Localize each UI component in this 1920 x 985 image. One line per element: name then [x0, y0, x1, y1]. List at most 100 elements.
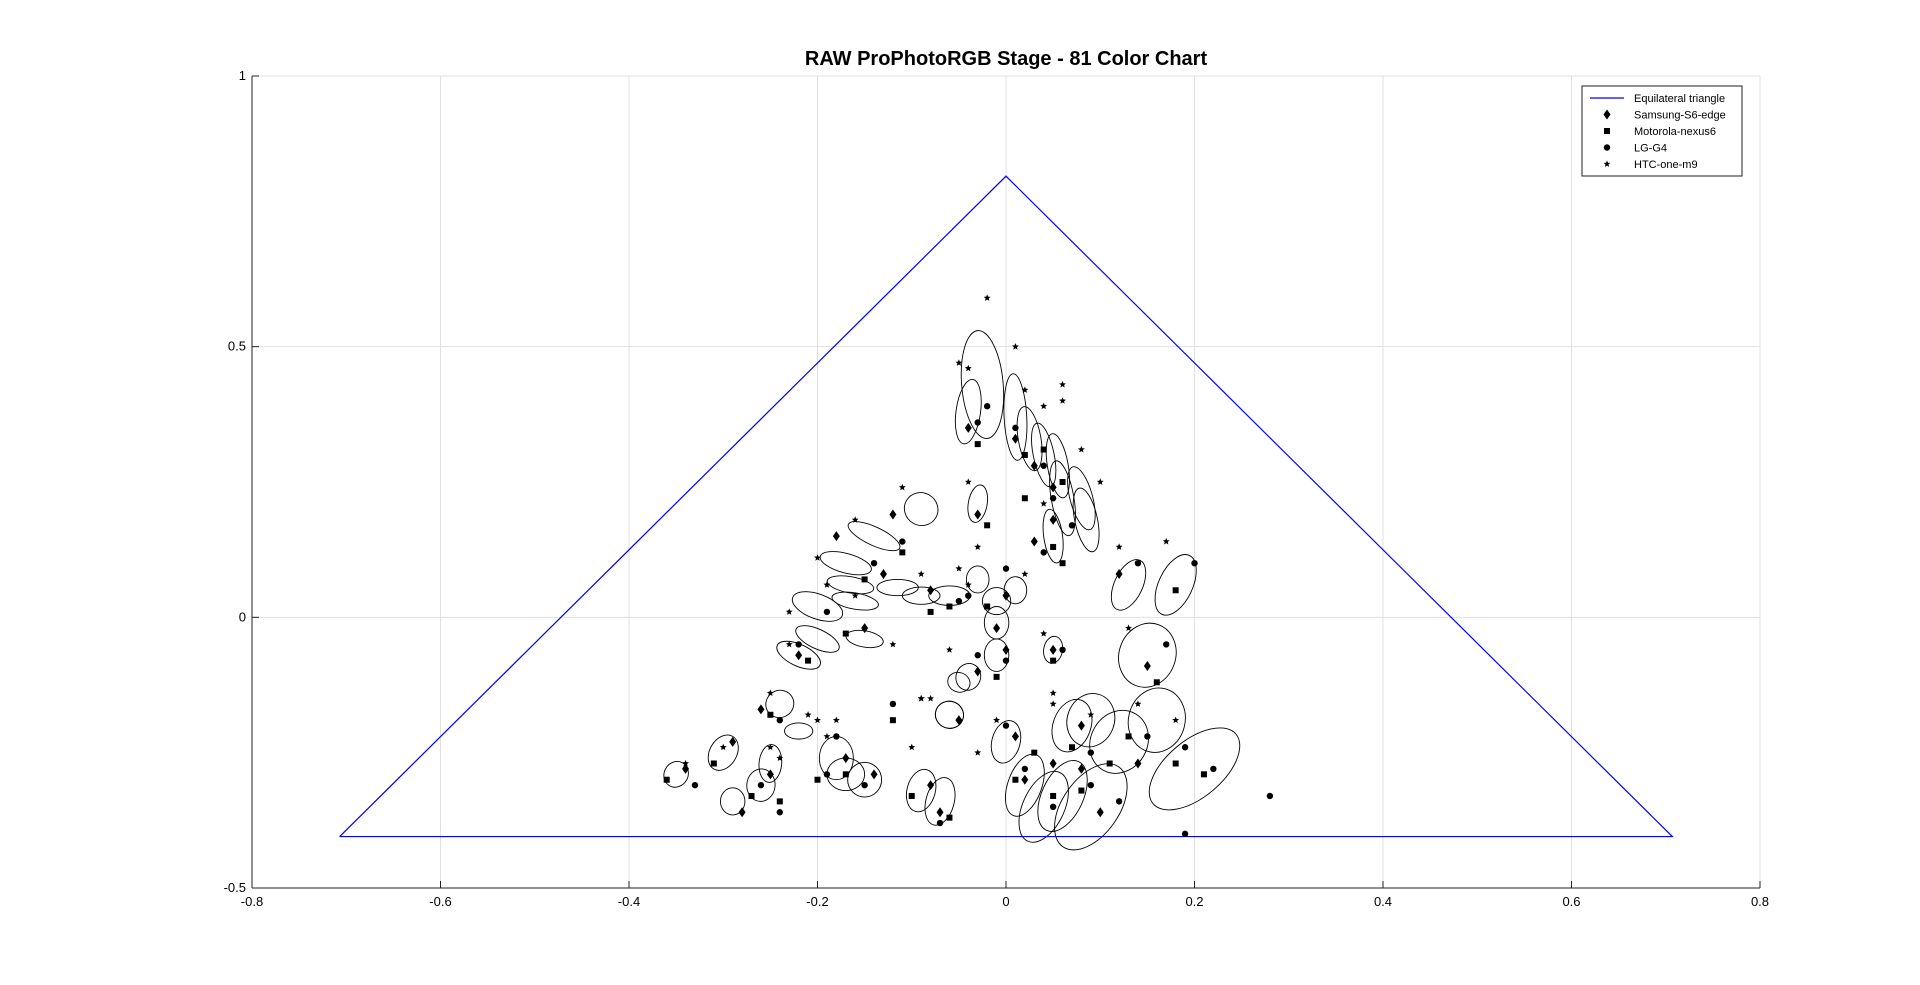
point-lg-g4: [823, 771, 831, 778]
point-htc-one-m9: [766, 743, 774, 751]
confidence-ellipse: [1051, 698, 1093, 753]
point-motorola-nexus6: [984, 522, 991, 529]
confidence-ellipse: [876, 578, 919, 597]
series-samsung-s6-edge: [682, 422, 1151, 818]
y-tick-label: 0.5: [228, 339, 246, 354]
legend-label-htc-one-m9: HTC-one-m9: [1634, 159, 1698, 171]
point-htc-one-m9: [1012, 343, 1019, 350]
point-motorola-nexus6: [1172, 760, 1179, 767]
confidence-ellipse: [758, 744, 783, 783]
point-motorola-nexus6: [1059, 479, 1066, 485]
point-htc-one-m9: [1040, 500, 1048, 507]
point-samsung-s6-edge: [1077, 763, 1085, 774]
legend-swatch-lg-g4: [1603, 144, 1611, 151]
point-samsung-s6-edge: [729, 736, 737, 747]
confidence-ellipse: [831, 591, 879, 611]
point-motorola-nexus6: [1021, 451, 1028, 458]
point-lg-g4: [823, 608, 831, 616]
point-motorola-nexus6: [1200, 771, 1207, 778]
point-lg-g4: [861, 781, 868, 789]
confidence-ellipse: [847, 761, 883, 798]
point-htc-one-m9: [1040, 629, 1048, 637]
point-htc-one-m9: [1162, 537, 1170, 545]
legend: Equilateral triangle Samsung-S6-edge Motor…: [1581, 85, 1743, 177]
point-lg-g4: [1002, 565, 1010, 572]
confidence-ellipse: [924, 777, 956, 826]
point-lg-g4: [1068, 522, 1076, 529]
point-samsung-s6-edge: [927, 780, 935, 791]
point-motorola-nexus6: [861, 576, 868, 583]
point-lg-g4: [1059, 646, 1066, 654]
point-samsung-s6-edge: [757, 704, 765, 715]
confidence-ellipse: [954, 378, 982, 445]
point-lg-g4: [1049, 803, 1057, 810]
point-motorola-nexus6: [748, 792, 755, 799]
point-samsung-s6-edge: [832, 531, 840, 542]
point-lg-g4: [1163, 641, 1170, 648]
point-lg-g4: [1191, 560, 1198, 567]
confidence-ellipse: [1045, 433, 1070, 499]
confidence-ellipse: [1066, 693, 1116, 748]
confidence-ellipse: [791, 591, 844, 622]
point-motorola-nexus6: [889, 717, 896, 724]
point-samsung-s6-edge: [955, 715, 963, 726]
confidence-ellipse: [1072, 487, 1100, 553]
point-samsung-s6-edge: [936, 807, 944, 818]
confidence-ellipse: [960, 330, 1005, 439]
legend-label-motorola-nexus6: Motorola-nexus6: [1634, 126, 1716, 138]
series-motorola-nexus6: [663, 441, 1207, 821]
x-tick-label: 0.2: [1185, 894, 1203, 909]
point-samsung-s6-edge: [993, 623, 1001, 634]
point-motorola-nexus6: [1068, 744, 1075, 751]
point-lg-g4: [1134, 560, 1142, 567]
point-lg-g4: [833, 733, 840, 740]
x-tick-label: -0.6: [429, 894, 451, 909]
legend-label-samsung-s6-edge: Samsung-S6-edge: [1634, 110, 1726, 122]
confidence-ellipse: [819, 551, 872, 576]
point-htc-one-m9: [898, 483, 906, 491]
point-samsung-s6-edge: [1021, 774, 1029, 785]
point-samsung-s6-edge: [1049, 482, 1057, 493]
point-htc-one-m9: [974, 543, 982, 550]
point-lg-g4: [1144, 733, 1151, 740]
point-motorola-nexus6: [946, 814, 953, 821]
point-motorola-nexus6: [946, 603, 953, 610]
confidence-ellipse: [1154, 554, 1197, 616]
point-motorola-nexus6: [1172, 587, 1179, 594]
confidence-ellipse: [1016, 406, 1043, 472]
point-htc-one-m9: [1172, 716, 1180, 724]
point-lg-g4: [1049, 495, 1057, 502]
point-lg-g4: [974, 652, 981, 659]
point-lg-g4: [776, 809, 783, 816]
point-samsung-s6-edge: [1011, 433, 1019, 444]
point-motorola-nexus6: [1021, 495, 1028, 502]
x-tick-label: -0.4: [618, 894, 640, 909]
point-lg-g4: [955, 597, 963, 605]
point-samsung-s6-edge: [1115, 569, 1123, 580]
equilateral-triangle-line: [339, 175, 1674, 838]
point-samsung-s6-edge: [870, 769, 878, 780]
point-htc-one-m9: [823, 732, 831, 740]
point-motorola-nexus6: [1050, 543, 1057, 550]
point-lg-g4: [1181, 744, 1189, 751]
point-samsung-s6-edge: [889, 509, 897, 520]
point-samsung-s6-edge: [795, 650, 803, 661]
point-lg-g4: [899, 538, 906, 545]
chart-title: RAW ProPhotoRGB Stage - 81 Color Chart: [805, 48, 1208, 70]
point-htc-one-m9: [946, 646, 953, 653]
point-samsung-s6-edge: [974, 666, 982, 677]
point-motorola-nexus6: [1040, 446, 1047, 453]
point-lg-g4: [795, 641, 802, 648]
point-motorola-nexus6: [1050, 792, 1057, 799]
point-htc-one-m9: [1002, 592, 1010, 599]
point-samsung-s6-edge: [861, 623, 869, 634]
point-samsung-s6-edge: [1030, 536, 1038, 547]
legend-label-equilateral-triangle: Equilateral triangle: [1634, 93, 1725, 105]
point-htc-one-m9: [785, 608, 793, 615]
point-motorola-nexus6: [1106, 760, 1113, 767]
point-motorola-nexus6: [1059, 560, 1066, 567]
confidence-ellipse: [746, 768, 776, 802]
point-motorola-nexus6: [974, 441, 981, 448]
point-motorola-nexus6: [1012, 776, 1019, 783]
x-tick-label: 0.6: [1562, 894, 1580, 909]
